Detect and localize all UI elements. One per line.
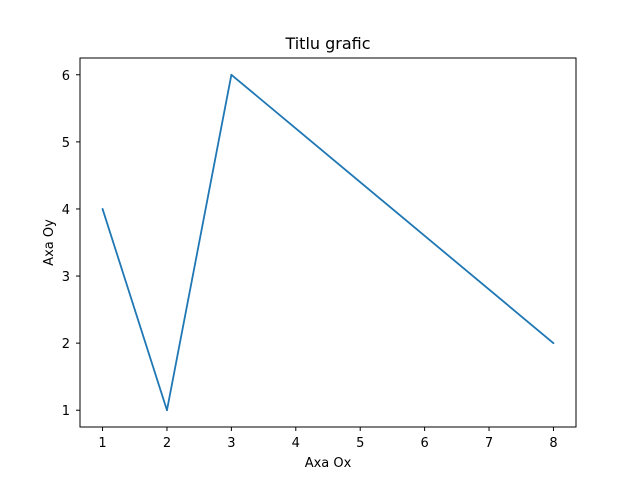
x-tick-label: 1 (98, 436, 106, 451)
x-tick-label: 2 (163, 436, 171, 451)
x-tick-label: 7 (485, 436, 493, 451)
y-tick-label: 6 (62, 69, 70, 84)
y-tick-label: 5 (62, 136, 70, 151)
y-tick-label: 1 (62, 404, 70, 419)
x-tick-label: 3 (227, 436, 235, 451)
y-tick-label: 2 (62, 337, 70, 352)
data-point (166, 409, 168, 412)
x-axis-ticks: 1 2 3 4 5 6 7 8 (98, 427, 558, 451)
x-axis-label: Axa Ox (305, 456, 352, 471)
x-tick-label: 6 (420, 436, 428, 451)
y-tick-label: 4 (62, 203, 70, 218)
series-line (101, 73, 555, 412)
y-axis-ticks: 1 2 3 4 5 6 (62, 69, 80, 419)
y-axis-label: Axa Oy (42, 219, 57, 266)
y-tick-label: 3 (62, 270, 70, 285)
plot-frame (79, 57, 577, 428)
series-layer (101, 73, 555, 412)
chart-title: Titlu grafic (284, 34, 370, 53)
x-tick-label: 8 (549, 436, 557, 451)
x-tick-label: 4 (292, 436, 300, 451)
x-tick-label: 5 (356, 436, 364, 451)
data-point (230, 73, 233, 76)
data-point (101, 208, 104, 210)
data-point (552, 342, 555, 345)
plot-area (80, 58, 576, 427)
